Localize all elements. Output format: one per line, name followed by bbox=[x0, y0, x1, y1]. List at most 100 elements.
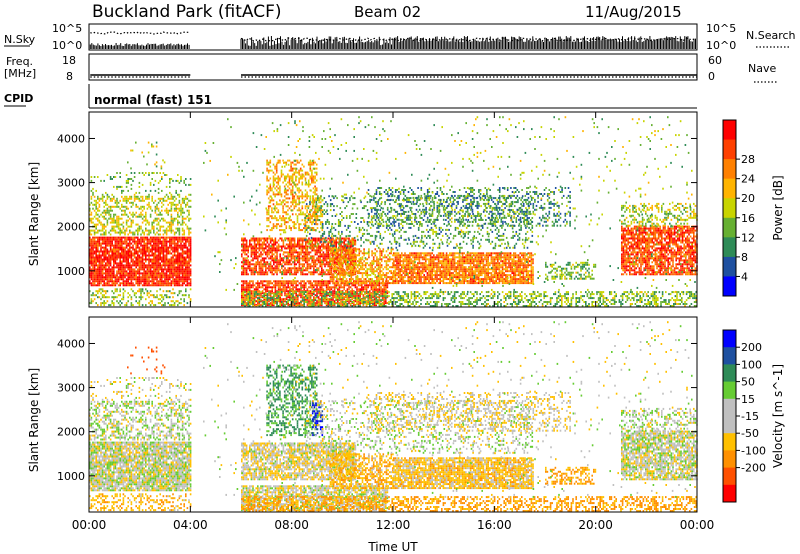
power-cell bbox=[165, 248, 168, 251]
power-cell bbox=[141, 280, 144, 283]
power-cell bbox=[301, 273, 304, 276]
power-cell bbox=[111, 244, 113, 247]
power-cell bbox=[290, 183, 292, 186]
power-cell bbox=[255, 251, 257, 254]
power-cell bbox=[257, 294, 259, 297]
power-cell bbox=[148, 278, 150, 281]
power-cell bbox=[324, 259, 326, 262]
power-cell bbox=[341, 257, 344, 260]
power-cell bbox=[116, 266, 118, 269]
power-cell bbox=[161, 282, 163, 285]
power-cell bbox=[178, 278, 181, 281]
power-cell bbox=[130, 254, 133, 257]
power-cell bbox=[129, 274, 131, 277]
power-cell bbox=[90, 274, 93, 277]
power-cell bbox=[105, 284, 107, 287]
power-cell bbox=[271, 197, 273, 200]
power-cell bbox=[268, 257, 270, 260]
power-cell bbox=[305, 284, 307, 287]
power-cell bbox=[285, 193, 288, 196]
power-cell bbox=[261, 290, 264, 293]
power-cell bbox=[89, 238, 91, 241]
power-cell bbox=[167, 278, 169, 281]
power-cell bbox=[271, 245, 273, 248]
power-cell bbox=[313, 261, 315, 264]
power-cell bbox=[345, 237, 347, 240]
power-cell bbox=[127, 268, 129, 271]
power-cell bbox=[268, 292, 270, 295]
power-cell bbox=[185, 264, 187, 267]
power-cell bbox=[349, 239, 352, 242]
power-cell bbox=[252, 267, 254, 270]
power-cell bbox=[138, 302, 141, 305]
power-cell bbox=[189, 240, 192, 243]
power-cell bbox=[272, 203, 275, 206]
power-cell bbox=[151, 195, 153, 198]
power-cell bbox=[274, 255, 277, 258]
power-cell bbox=[149, 250, 152, 253]
power-cell bbox=[149, 248, 152, 251]
power-cell bbox=[178, 236, 181, 239]
power-cell bbox=[101, 229, 104, 232]
power-cell bbox=[269, 286, 272, 289]
power-cell bbox=[145, 236, 147, 239]
power-cell bbox=[164, 242, 166, 245]
power-cell bbox=[266, 304, 269, 307]
power-cell bbox=[98, 284, 101, 287]
power-cell bbox=[285, 211, 288, 214]
power-cell bbox=[138, 172, 141, 174]
power-cell bbox=[329, 273, 331, 276]
power-cell bbox=[149, 213, 152, 216]
power-cell bbox=[244, 253, 246, 256]
power-cell bbox=[332, 304, 334, 307]
power-cell bbox=[114, 254, 117, 257]
power-cell bbox=[300, 292, 302, 295]
power-cell bbox=[293, 205, 296, 208]
power-cell bbox=[141, 195, 144, 198]
power-cell bbox=[287, 193, 289, 196]
power-cell bbox=[186, 248, 189, 251]
power-cell bbox=[266, 217, 268, 220]
power-cell bbox=[293, 249, 296, 252]
power-cell bbox=[92, 276, 94, 279]
power-cell bbox=[273, 241, 275, 244]
power-cell bbox=[385, 302, 387, 305]
power-cell bbox=[300, 245, 302, 248]
power-cell bbox=[288, 183, 291, 186]
power-cell bbox=[119, 272, 121, 275]
power-cell bbox=[109, 264, 112, 267]
power-cell bbox=[101, 246, 104, 249]
power-cell bbox=[122, 266, 125, 269]
power-cell bbox=[283, 223, 286, 226]
power-cell bbox=[383, 286, 385, 289]
power-cell bbox=[290, 290, 293, 293]
power-cell bbox=[325, 253, 328, 256]
power-cell bbox=[242, 239, 245, 242]
power-cell bbox=[287, 284, 289, 287]
power-cell bbox=[245, 253, 248, 256]
power-cell bbox=[156, 240, 158, 243]
power-cell bbox=[188, 240, 190, 243]
power-cell bbox=[111, 296, 113, 299]
power-cell bbox=[327, 247, 329, 250]
power-cell bbox=[245, 267, 248, 270]
power-cell bbox=[287, 282, 289, 285]
power-cell bbox=[173, 246, 176, 249]
power-cell bbox=[316, 263, 318, 266]
power-cell bbox=[322, 241, 325, 244]
cpid-panel: CPID normal (fast) 151 bbox=[4, 84, 697, 109]
power-cell bbox=[145, 266, 147, 269]
power-cell bbox=[100, 236, 102, 239]
power-cell bbox=[153, 172, 155, 174]
power-cell bbox=[148, 172, 150, 174]
power-cell bbox=[386, 286, 389, 289]
power-cell bbox=[109, 274, 112, 277]
power-cell bbox=[281, 267, 283, 270]
power-cell bbox=[165, 274, 168, 277]
power-cell bbox=[175, 258, 177, 261]
power-cell bbox=[279, 177, 281, 180]
power-cell bbox=[125, 264, 128, 267]
power-cell bbox=[125, 236, 128, 239]
power-cell bbox=[167, 203, 169, 206]
power-cell bbox=[375, 304, 377, 307]
